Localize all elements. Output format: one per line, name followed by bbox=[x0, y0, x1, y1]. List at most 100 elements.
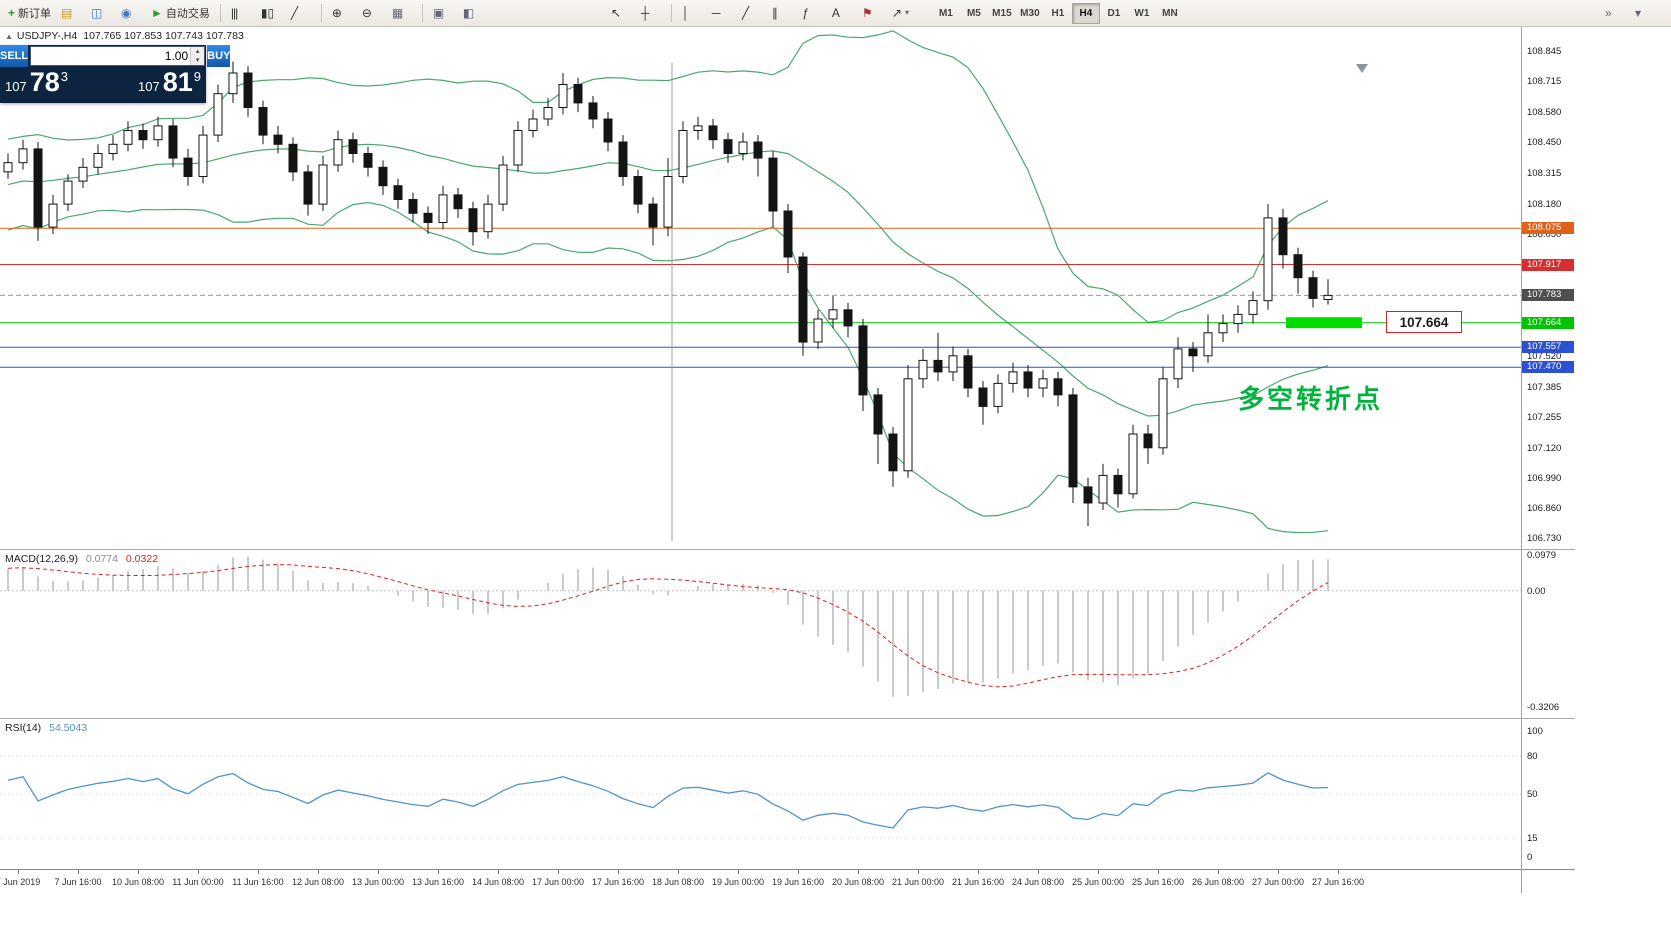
label-tool-button[interactable]: ⚑ bbox=[858, 2, 886, 24]
toolbar: + 新订单 ▤ ◫ ◉ ► 自动交易 ||| ▮▯ ╱ ⊕ ⊖ ▦ ▣ ◧ ↖ … bbox=[0, 0, 1671, 27]
text-tool-button[interactable]: A bbox=[828, 2, 856, 24]
price-badge: 107.557 bbox=[1522, 341, 1574, 353]
candlestick-chart-button[interactable]: ▮▯ bbox=[257, 2, 285, 24]
tf-button-h1[interactable]: H1 bbox=[1051, 7, 1065, 19]
macd-axis-label: 0.0979 bbox=[1527, 550, 1557, 561]
cascade-windows-button[interactable]: ◧ bbox=[459, 2, 487, 24]
time-label: 13 Jun 00:00 bbox=[351, 877, 405, 887]
tile-windows-button[interactable]: ▣ bbox=[429, 2, 457, 24]
candlestick-icon: ▮▯ bbox=[260, 6, 275, 20]
rsi-axis-label: 0 bbox=[1527, 852, 1533, 863]
tf-button-m15[interactable]: M15 bbox=[992, 7, 1012, 19]
volume-up-button[interactable]: ▴ bbox=[191, 47, 205, 56]
zoom-in-icon: ⊕ bbox=[331, 6, 342, 20]
crosshair-tool-button[interactable]: ┼ bbox=[637, 2, 665, 24]
zoom-in-button[interactable]: ⊕ bbox=[328, 2, 356, 24]
market-watch-button[interactable]: ▤ bbox=[57, 2, 85, 24]
green-zone-rectangle bbox=[1286, 317, 1362, 329]
line-chart-button[interactable]: ╱ bbox=[287, 2, 315, 24]
macd-axis: 0.0979 0.00 -0.3206 bbox=[1521, 550, 1575, 718]
macd-canvas[interactable] bbox=[0, 550, 1521, 718]
tf-button-d1[interactable]: D1 bbox=[1107, 7, 1121, 19]
channel-tool-button[interactable]: ∥ bbox=[768, 2, 796, 24]
axis-label: 108.315 bbox=[1527, 168, 1562, 179]
time-label: 25 Jun 16:00 bbox=[1131, 877, 1185, 887]
rsi-canvas[interactable] bbox=[0, 719, 1521, 869]
time-tick bbox=[198, 870, 199, 874]
new-order-icon: + bbox=[8, 6, 16, 20]
time-axis[interactable]: 7 Jun 2019 7 Jun 16:00 10 Jun 08:00 11 Jun … bbox=[0, 869, 1575, 893]
volume-down-button[interactable]: ▾ bbox=[191, 56, 205, 65]
time-tick bbox=[678, 870, 679, 874]
tf-button-m1[interactable]: M1 bbox=[938, 7, 953, 19]
new-order-button[interactable]: + 新订单 bbox=[4, 2, 55, 24]
bid-big-digits: 78 bbox=[29, 67, 60, 97]
axis-label: 107.120 bbox=[1527, 443, 1562, 454]
one-click-panel-toggle[interactable]: ▲ bbox=[5, 32, 13, 41]
macd-histogram bbox=[7, 556, 1329, 697]
volume-input[interactable] bbox=[31, 47, 191, 65]
macd-label: MACD(12,26,9) bbox=[5, 553, 78, 565]
price-chart-canvas[interactable] bbox=[0, 27, 1521, 549]
arrows-tool-button[interactable]: ↗ ▾ bbox=[888, 2, 916, 24]
time-label: 19 Jun 16:00 bbox=[771, 877, 825, 887]
chart-text-annotation[interactable]: 多空转折点 bbox=[1238, 384, 1384, 414]
time-label: 11 Jun 00:00 bbox=[172, 877, 224, 887]
fast-forward-icon: » bbox=[1605, 6, 1612, 20]
trendline-tool-button[interactable]: ╱ bbox=[738, 2, 766, 24]
price-label-annotation[interactable]: 107.664 bbox=[1386, 311, 1462, 333]
tf-button-m5[interactable]: M5 bbox=[966, 7, 981, 19]
time-tick bbox=[858, 870, 859, 874]
indicator-list-button[interactable]: ▦ bbox=[388, 2, 416, 24]
zoom-out-button[interactable]: ⊖ bbox=[358, 2, 386, 24]
chart-end-marker-icon bbox=[1356, 64, 1368, 73]
fibonacci-tool-button[interactable]: ƒ bbox=[798, 2, 826, 24]
rsi-line bbox=[7, 772, 1329, 829]
buy-button[interactable]: BUY bbox=[207, 45, 231, 67]
channel-icon: ∥ bbox=[771, 6, 778, 20]
time-tick bbox=[78, 870, 79, 874]
ask-big-digits: 81 bbox=[162, 67, 193, 97]
main-chart-panel: ▲ USDJPY-,H4 107.765 107.853 107.743 107.7… bbox=[0, 27, 1575, 549]
sell-button[interactable]: SELL bbox=[0, 45, 29, 67]
cursor-tool-button[interactable]: ↖ bbox=[607, 2, 635, 24]
navigator-button[interactable]: ◉ bbox=[117, 2, 145, 24]
time-label: 11 Jun 16:00 bbox=[232, 877, 284, 887]
tf-button-m30[interactable]: M30 bbox=[1020, 7, 1040, 19]
axis-label: 108.580 bbox=[1527, 107, 1562, 118]
time-label: 27 Jun 00:00 bbox=[1251, 877, 1305, 887]
cursor-icon: ↖ bbox=[610, 6, 621, 20]
tf-button-mn[interactable]: MN bbox=[1162, 7, 1178, 19]
toolbar-separator bbox=[670, 4, 672, 22]
bar-chart-button[interactable]: ||| bbox=[227, 2, 255, 24]
data-window-button[interactable]: ◫ bbox=[87, 2, 115, 24]
price-badge: 108.075 bbox=[1522, 222, 1574, 234]
autotrading-button[interactable]: ► 自动交易 bbox=[147, 2, 214, 24]
tf-button-h4[interactable]: H4 bbox=[1071, 2, 1100, 24]
axis-label: 106.990 bbox=[1527, 473, 1562, 484]
time-tick bbox=[1098, 870, 1099, 874]
rsi-layer bbox=[0, 755, 1521, 839]
tf-button-w1[interactable]: W1 bbox=[1134, 7, 1150, 19]
time-label: 13 Jun 16:00 bbox=[411, 877, 465, 887]
text-tool-icon: A bbox=[831, 6, 840, 20]
toolbar-right-button-2[interactable]: ▾ bbox=[1631, 2, 1659, 24]
bid-prefix: 107 bbox=[5, 79, 27, 94]
price-badge: 107.470 bbox=[1522, 361, 1574, 373]
time-label: 10 Jun 08:00 bbox=[111, 877, 165, 887]
horizontal-line-tool-button[interactable]: ─ bbox=[708, 2, 736, 24]
vertical-line-tool-button[interactable]: │ bbox=[678, 2, 706, 24]
indicator-list-icon: ▦ bbox=[391, 6, 404, 20]
horizontal-lines bbox=[0, 227, 1521, 368]
rsi-axis-label: 100 bbox=[1527, 726, 1543, 737]
time-tick bbox=[618, 870, 619, 874]
trendline-icon: ╱ bbox=[741, 6, 750, 20]
price-badge: 107.664 bbox=[1522, 317, 1574, 329]
toolbar-right-button-1[interactable]: » bbox=[1601, 2, 1629, 24]
time-label: 7 Jun 2019 bbox=[0, 877, 41, 887]
time-label: 24 Jun 08:00 bbox=[1011, 877, 1065, 887]
rsi-header: RSI(14) 54.5043 bbox=[5, 722, 87, 734]
autotrading-icon: ► bbox=[151, 6, 163, 20]
axis-label: 108.450 bbox=[1527, 137, 1562, 148]
time-tick bbox=[1158, 870, 1159, 874]
